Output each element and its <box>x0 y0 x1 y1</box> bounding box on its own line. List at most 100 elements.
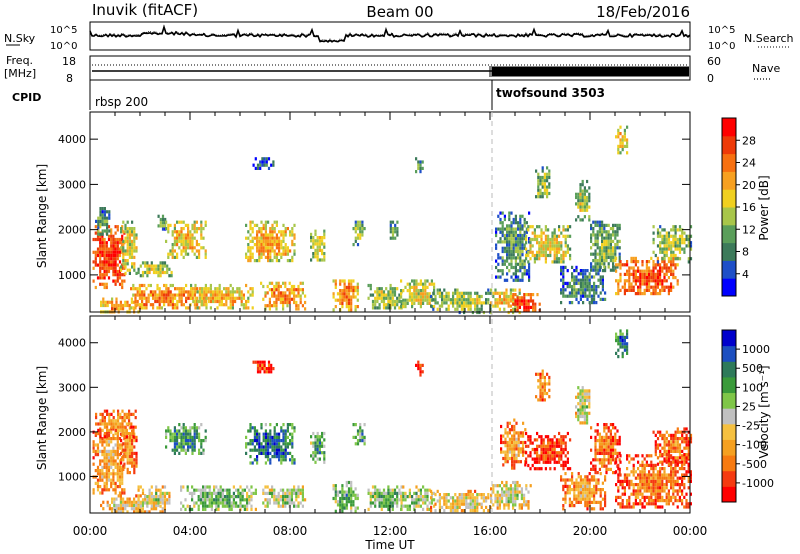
data-cell <box>312 239 315 243</box>
data-cell <box>467 496 470 500</box>
data-cell <box>131 448 134 452</box>
data-cell <box>536 250 539 254</box>
data-cell <box>434 301 437 305</box>
data-cell <box>555 451 558 455</box>
data-cell <box>291 233 294 237</box>
data-cell <box>619 276 622 280</box>
data-cell <box>496 484 499 488</box>
data-cell <box>137 500 140 504</box>
data-cell <box>128 230 131 234</box>
data-cell <box>573 285 576 289</box>
data-cell <box>555 441 558 445</box>
data-cell <box>96 485 100 489</box>
data-cell <box>376 293 379 297</box>
data-cell <box>150 495 153 499</box>
data-cell <box>511 466 514 470</box>
data-cell <box>107 225 111 229</box>
data-cell <box>268 297 271 301</box>
data-cell <box>262 243 265 247</box>
data-cell <box>478 298 481 302</box>
data-cell <box>465 304 468 308</box>
data-cell <box>415 298 418 302</box>
data-cell <box>367 296 370 300</box>
data-cell <box>321 252 324 256</box>
data-cell <box>128 426 131 430</box>
data-cell <box>569 467 572 471</box>
data-cell <box>339 500 342 504</box>
data-cell <box>147 283 150 288</box>
data-cell <box>387 290 390 294</box>
data-cell <box>96 276 100 280</box>
data-cell <box>614 259 617 263</box>
data-cell <box>116 269 119 274</box>
data-cell <box>551 260 554 264</box>
data-cell <box>503 506 506 510</box>
data-cell <box>343 295 346 299</box>
data-cell <box>571 472 574 476</box>
data-cell <box>406 301 409 305</box>
data-cell <box>131 445 134 449</box>
data-cell <box>205 290 208 294</box>
data-cell <box>568 497 571 501</box>
data-cell <box>391 299 394 304</box>
data-cell <box>463 294 466 299</box>
data-cell <box>146 264 149 268</box>
data-cell <box>654 263 657 267</box>
data-cell <box>249 426 252 430</box>
data-cell <box>275 442 278 446</box>
data-cell <box>99 210 102 214</box>
data-cell <box>614 249 617 253</box>
data-cell <box>521 237 524 241</box>
data-cell <box>670 234 673 238</box>
data-cell <box>182 243 185 247</box>
data-cell <box>371 485 375 489</box>
data-cell <box>130 297 133 301</box>
data-cell <box>502 434 505 438</box>
data-cell <box>119 507 122 511</box>
data-cell <box>122 249 125 253</box>
data-cell <box>206 498 209 502</box>
data-cell <box>588 275 591 279</box>
data-cell <box>509 496 512 501</box>
data-cell <box>180 448 183 452</box>
data-cell <box>184 239 187 243</box>
data-cell <box>586 507 589 511</box>
data-cell <box>258 432 261 436</box>
data-cell <box>612 252 615 256</box>
data-cell <box>593 301 596 305</box>
data-cell <box>463 509 466 513</box>
data-cell <box>323 444 326 448</box>
data-cell <box>249 461 252 465</box>
data-cell <box>501 493 504 497</box>
data-cell <box>182 293 185 297</box>
data-cell <box>413 279 416 283</box>
data-cell <box>250 507 253 511</box>
data-cell <box>284 243 287 247</box>
data-cell <box>107 459 111 463</box>
data-cell <box>339 279 342 283</box>
data-cell <box>568 484 571 488</box>
data-cell <box>173 432 176 436</box>
data-cell <box>577 475 580 479</box>
data-cell <box>242 296 245 300</box>
data-cell <box>216 287 219 291</box>
data-cell <box>133 471 136 475</box>
data-cell <box>271 223 274 227</box>
data-cell <box>408 289 411 293</box>
data-cell <box>547 444 550 448</box>
data-cell <box>154 290 157 294</box>
data-cell <box>126 500 129 504</box>
data-cell <box>267 246 270 250</box>
data-cell <box>544 225 547 229</box>
data-cell <box>193 432 196 436</box>
data-cell <box>417 495 420 499</box>
data-cell <box>512 265 515 270</box>
data-cell <box>485 505 488 509</box>
data-cell <box>515 437 518 441</box>
data-cell <box>282 451 285 455</box>
data-cell <box>110 231 113 235</box>
data-cell <box>536 293 539 297</box>
data-cell <box>579 291 582 295</box>
data-cell <box>178 230 181 234</box>
data-cell <box>111 300 114 304</box>
